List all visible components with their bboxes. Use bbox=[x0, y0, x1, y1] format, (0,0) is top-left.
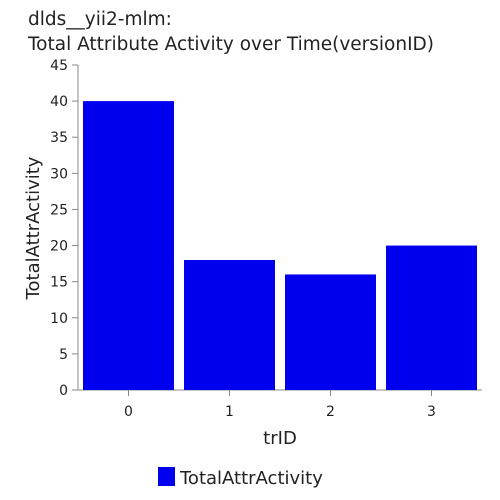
bar-0 bbox=[83, 101, 174, 390]
legend-label: TotalAttrActivity bbox=[179, 468, 323, 489]
chart-title-line-2: Total Attribute Activity over Time(versi… bbox=[28, 34, 435, 55]
bars-group bbox=[83, 101, 477, 390]
y-tick-label-15: 15 bbox=[50, 275, 68, 291]
bar-2 bbox=[285, 274, 376, 390]
x-tick-label-2: 2 bbox=[326, 404, 335, 420]
x-tick-label-1: 1 bbox=[225, 404, 234, 420]
y-tick-label-30: 30 bbox=[50, 166, 68, 182]
bar-1 bbox=[184, 260, 275, 390]
legend: TotalAttrActivity bbox=[158, 467, 323, 489]
legend-swatch bbox=[158, 467, 175, 486]
y-tick-label-25: 25 bbox=[50, 202, 68, 218]
bar-3 bbox=[386, 245, 477, 390]
x-tick-label-3: 3 bbox=[427, 404, 436, 420]
y-tick-label-10: 10 bbox=[50, 311, 68, 327]
chart-title-line-1: dlds__yii2-mlm: bbox=[28, 9, 172, 30]
x-axis-label: trID bbox=[263, 428, 297, 449]
y-tick-label-0: 0 bbox=[59, 383, 68, 399]
x-axis: 0 1 2 3 bbox=[124, 390, 436, 420]
y-tick-label-45: 45 bbox=[50, 58, 68, 74]
y-tick-label-5: 5 bbox=[59, 347, 68, 363]
y-tick-label-20: 20 bbox=[50, 239, 68, 255]
y-axis: 0 5 10 15 20 25 30 35 40 45 bbox=[50, 58, 78, 399]
x-tick-label-0: 0 bbox=[124, 404, 133, 420]
chart-title: dlds__yii2-mlm: Total Attribute Activity… bbox=[28, 7, 434, 57]
y-tick-label-40: 40 bbox=[50, 94, 68, 110]
y-axis-label: TotalAttrActivity bbox=[23, 156, 44, 300]
y-tick-label-35: 35 bbox=[50, 130, 68, 146]
